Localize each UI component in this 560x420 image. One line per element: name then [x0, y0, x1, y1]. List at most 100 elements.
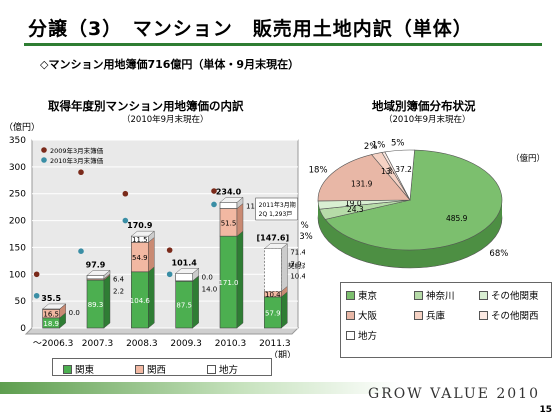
bar-side — [281, 243, 288, 292]
side-label: 2.2 — [113, 287, 124, 295]
x-tick-label: 2007.3 — [82, 339, 114, 349]
pie-legend-swatch — [346, 310, 355, 320]
side-label: 11.4 — [246, 202, 262, 210]
bar-side — [148, 236, 155, 273]
legend-item-kanto: 関東 — [63, 362, 94, 376]
data-label: 54.9 — [132, 254, 148, 262]
y-tick-label: 0 — [20, 324, 26, 334]
y-tick-label: 200 — [9, 217, 26, 227]
bar-side — [236, 203, 244, 237]
callout-box — [255, 197, 298, 221]
side-label: 7.9 — [290, 261, 301, 269]
pie-legend-item: その他関西 — [479, 308, 539, 322]
bar-segment — [86, 275, 105, 280]
data-label: 16.5 — [43, 310, 59, 318]
bar-side — [281, 291, 288, 329]
bar-chart-title: 取得年度別マンション用地簿価の内訳 — [48, 99, 244, 113]
dot-marker — [166, 271, 173, 278]
legend-swatch-chiho — [207, 364, 216, 374]
bar-chart-subtitle: （2010年9月末現在） — [122, 115, 209, 125]
x-tick-label: 2010.3 — [215, 339, 247, 349]
pie-percent-label: 3% — [300, 221, 309, 231]
pie-percent-label: 18% — [309, 166, 328, 176]
dot-marker — [211, 188, 217, 194]
dot-legend-marker — [41, 157, 47, 163]
legend-swatch-kanto — [63, 364, 72, 374]
y-tick-label: 350 — [9, 136, 26, 146]
x-tick-label: 2009.3 — [170, 339, 202, 349]
pie-legend-item: 大阪 — [346, 308, 377, 322]
y-axis-unit: （億円） — [4, 121, 40, 133]
pie-legend-swatch — [479, 290, 488, 300]
total-label: [147.6] — [257, 234, 290, 243]
dot-marker — [122, 190, 129, 197]
total-label: 97.9 — [86, 260, 106, 269]
contract-label: 契約済 — [288, 261, 305, 270]
pie-value-label: 485.9 — [446, 214, 468, 223]
pie-legend-label: 東京 — [358, 291, 378, 302]
pie-percent-label: 68% — [489, 249, 508, 259]
side-label: 6.4 — [113, 275, 125, 283]
data-label: 57.9 — [265, 309, 281, 317]
y-tick-label: 50 — [15, 297, 27, 307]
dot-marker — [78, 169, 84, 176]
pie-percent-label: 2% — [364, 142, 378, 152]
bar-chart-legend: 関東 関西 地方 — [52, 358, 272, 376]
pie-value-label: 3.9 — [388, 166, 400, 175]
data-label: 87.5 — [176, 302, 192, 310]
bar-chart: （億円） 0 50 100 150 200 250 300 350 ～2006.3 18.9 16.5… — [4, 121, 305, 358]
callout-text: 2Q 1,293戸 — [259, 211, 293, 218]
side-label: 10.4 — [290, 273, 305, 281]
data-label: 11.5 — [132, 236, 148, 244]
total-label: 101.4 — [172, 258, 198, 267]
y-tick-label: 150 — [9, 243, 26, 253]
dot-marker — [211, 201, 217, 208]
pie-percent-label: 3% — [300, 232, 313, 242]
bar-top — [219, 197, 244, 203]
pie-legend-label: 兵庫 — [426, 311, 446, 322]
plot-area — [31, 139, 299, 329]
pie-legend-swatch — [346, 330, 355, 340]
side-label: 14.0 — [202, 285, 218, 293]
data-label: 104.6 — [130, 297, 151, 305]
data-label: 171.0 — [218, 279, 238, 287]
plot-floor — [24, 327, 300, 335]
pie-legend-label: その他関西 — [491, 311, 539, 322]
x-tick-label: 2011.3 — [259, 339, 291, 349]
x-tick-label: ～2006.3 — [33, 339, 74, 349]
legend-item-chiho: 地方 — [207, 362, 238, 376]
dot-legend-label: 2009年3月末簿価 — [50, 146, 104, 155]
dot-marker — [78, 248, 84, 254]
pie-legend-item: 神奈川 — [414, 288, 455, 302]
title-rule — [24, 43, 542, 46]
pie-legend-item: その他関東 — [479, 288, 539, 302]
footer-brand: GROW VALUE 2010 — [368, 386, 540, 402]
bar-top — [263, 243, 288, 249]
bar-side — [192, 275, 199, 329]
slide-subtitle: ◇マンション用地簿価716億円（単体・9月末現在） — [40, 58, 300, 71]
bar-side — [103, 274, 111, 329]
legend-label-chiho: 地方 — [219, 365, 239, 376]
x-axis-unit: （期） — [269, 350, 296, 358]
dot-legend-marker — [41, 147, 47, 153]
total-label: 170.9 — [127, 221, 153, 230]
side-label: 0.0 — [202, 273, 213, 281]
y-tick-label: 250 — [9, 190, 26, 200]
pie-chart-subtitle: （2010年9月末現在） — [384, 115, 471, 125]
bar-segment — [219, 202, 238, 209]
pie-legend-swatch — [414, 290, 423, 300]
pie-legend-item: 地方 — [346, 328, 377, 342]
pie-chart-title: 地域別簿価分布状況 — [372, 99, 476, 113]
dot-marker — [33, 271, 40, 278]
pie-slice — [317, 154, 411, 202]
bar-top — [130, 230, 155, 237]
bar-segment — [175, 273, 193, 282]
dot-marker — [122, 217, 129, 224]
legend-label-kanto: 関東 — [75, 365, 95, 376]
y-tick-label: 300 — [9, 163, 26, 173]
pie-value-label: 131.9 — [351, 180, 373, 189]
bar-top — [175, 268, 200, 274]
x-tick-label: 2008.3 — [126, 339, 158, 349]
pie-value-label: 24.3 — [347, 205, 364, 214]
data-label: 51.5 — [221, 219, 237, 227]
